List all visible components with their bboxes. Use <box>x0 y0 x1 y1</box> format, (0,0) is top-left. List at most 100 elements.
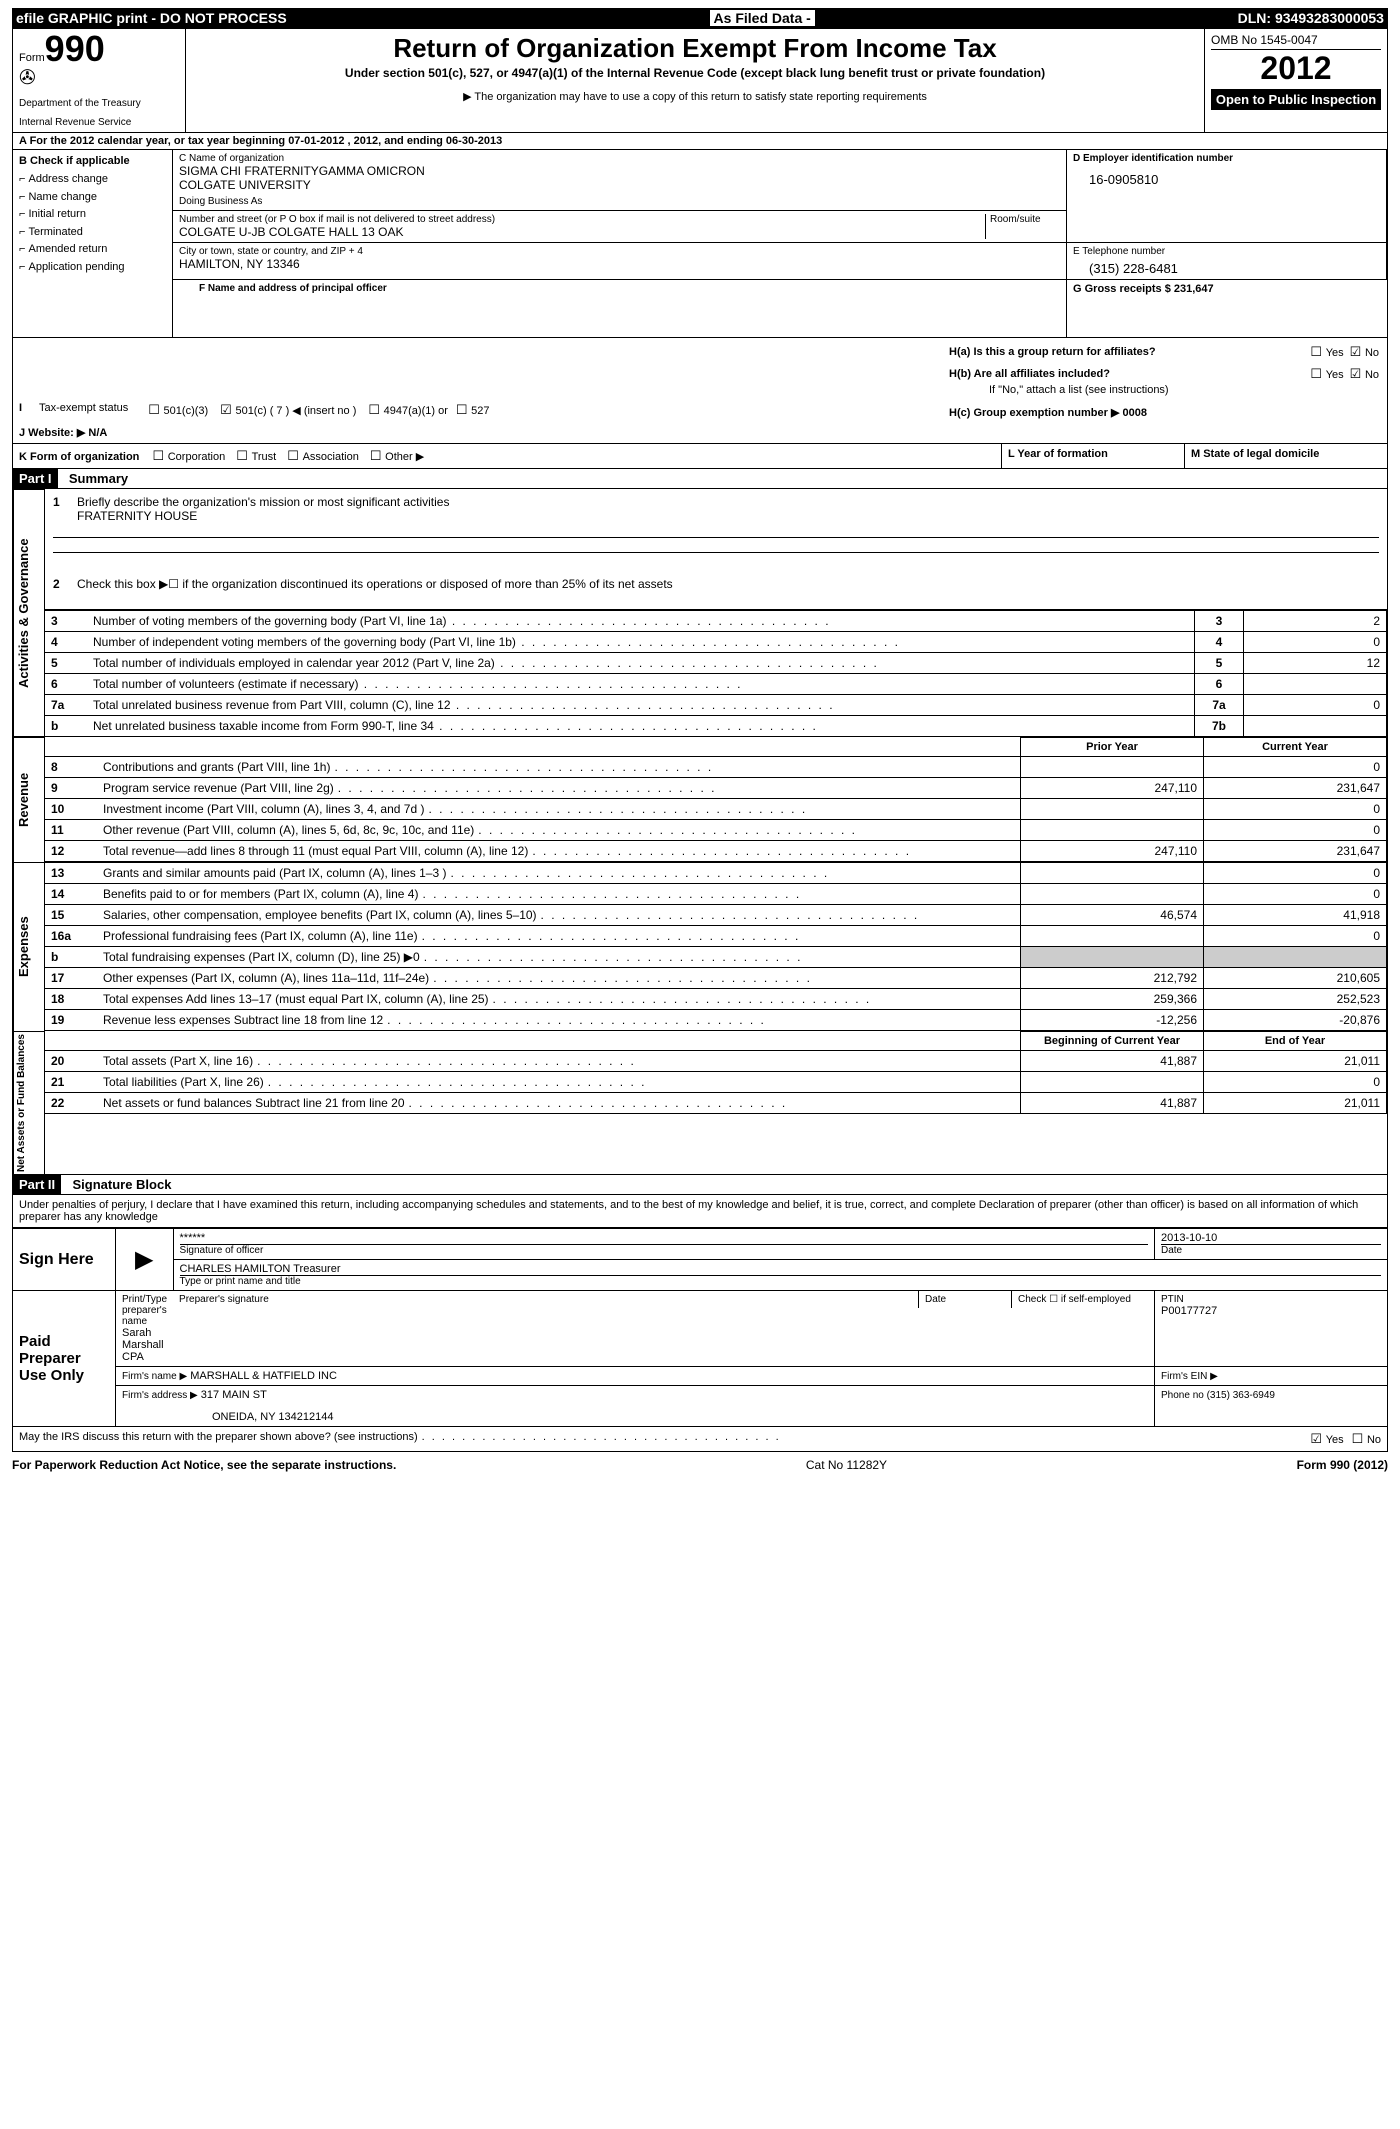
vlabel-activities: Activities & Governance <box>13 489 45 737</box>
cb-527[interactable]: 527 <box>456 402 490 418</box>
sign-arrow-icon: ▶ <box>116 1229 174 1291</box>
line-l: L Year of formation <box>1008 448 1108 460</box>
room-label: Room/suite <box>990 214 1060 225</box>
hb-yes[interactable]: Yes <box>1310 366 1343 382</box>
table-row: 13Grants and similar amounts paid (Part … <box>45 863 1387 884</box>
cb-name-change[interactable]: Name change <box>19 189 166 207</box>
self-employed[interactable]: Check ☐ if self-employed <box>1018 1294 1148 1305</box>
cb-other[interactable]: Other ▶ <box>370 451 424 463</box>
ha-label: H(a) Is this a group return for affiliat… <box>949 346 1156 358</box>
hc-label: H(c) Group exemption number ▶ 0008 <box>949 407 1147 419</box>
form-header: Form990 ✇ Department of the Treasury Int… <box>12 28 1388 133</box>
ha-no[interactable]: No <box>1350 344 1379 360</box>
line-m: M State of legal domicile <box>1191 448 1319 460</box>
ptin-label: PTIN <box>1161 1294 1381 1305</box>
col-begin: Beginning of Current Year <box>1021 1032 1204 1051</box>
governance-table: 3Number of voting members of the governi… <box>45 610 1387 737</box>
cb-amended-return[interactable]: Amended return <box>19 241 166 259</box>
vlabel-net: Net Assets or Fund Balances <box>13 1031 45 1174</box>
line-i: Tax-exempt status <box>39 402 128 418</box>
reporting-notice: ▶ The organization may have to use a cop… <box>192 90 1198 103</box>
ha-yes[interactable]: Yes <box>1310 344 1343 360</box>
tax-year: 2012 <box>1211 50 1381 87</box>
date-label: Date <box>1161 1244 1381 1256</box>
col-current: Current Year <box>1204 738 1387 757</box>
cb-4947[interactable]: 4947(a)(1) or <box>368 402 447 418</box>
top-bar: efile GRAPHIC print - DO NOT PROCESS As … <box>12 8 1388 28</box>
firm-addr2: ONEIDA, NY 134212144 <box>212 1411 1148 1423</box>
hb-no[interactable]: No <box>1350 366 1379 382</box>
cb-application-pending[interactable]: Application pending <box>19 259 166 277</box>
cb-assoc[interactable]: Association <box>287 451 359 463</box>
table-row: 14Benefits paid to or for members (Part … <box>45 884 1387 905</box>
vlabel-revenue: Revenue <box>13 737 45 862</box>
phone-label: E Telephone number <box>1073 246 1380 257</box>
street-label: Number and street (or P O box if mail is… <box>179 214 981 225</box>
cb-address-change[interactable]: Address change <box>19 171 166 189</box>
officer-type-label: Type or print name and title <box>180 1275 1381 1287</box>
firm-addr-label: Firm's address ▶ <box>122 1390 198 1401</box>
netassets-section: Net Assets or Fund Balances Beginning of… <box>12 1031 1388 1175</box>
discuss-yes[interactable]: Yes <box>1310 1431 1343 1447</box>
org-name-1: SIGMA CHI FRATERNITYGAMMA OMICRON <box>179 164 1060 178</box>
topbar-left: efile GRAPHIC print - DO NOT PROCESS <box>16 10 287 26</box>
table-row: 3Number of voting members of the governi… <box>45 611 1387 632</box>
officer-label: F Name and address of principal officer <box>179 283 1060 294</box>
part1-name: Summary <box>61 471 128 486</box>
firm-ein-label: Firm's EIN ▶ <box>1161 1371 1218 1382</box>
perjury-statement: Under penalties of perjury, I declare th… <box>12 1195 1388 1228</box>
footer-right: Form 990 (2012) <box>1297 1458 1388 1472</box>
signature-table: Sign Here ▶ ****** Signature of officer … <box>12 1228 1388 1427</box>
sig-date: 2013-10-10 <box>1161 1232 1381 1244</box>
omb-number: OMB No 1545-0047 <box>1211 33 1381 50</box>
q1-label: Briefly describe the organization's miss… <box>77 495 449 509</box>
expenses-table: 13Grants and similar amounts paid (Part … <box>45 862 1387 1031</box>
table-row: bNet unrelated business taxable income f… <box>45 716 1387 737</box>
gross-receipts: G Gross receipts $ 231,647 <box>1073 283 1381 295</box>
line-j: J Website: ▶ N/A <box>19 427 107 439</box>
c-name-label: C Name of organization <box>179 153 1060 164</box>
table-row: 20Total assets (Part X, line 16)41,88721… <box>45 1051 1387 1072</box>
table-row: 4Number of independent voting members of… <box>45 632 1387 653</box>
prep-sig-label: Preparer's signature <box>179 1294 912 1305</box>
part2-name: Signature Block <box>64 1177 171 1192</box>
sign-here-label: Sign Here <box>13 1229 116 1291</box>
prep-date-label: Date <box>925 1294 1005 1305</box>
cb-trust[interactable]: Trust <box>236 451 276 463</box>
city-value: HAMILTON, NY 13346 <box>179 257 1060 271</box>
sig-label: Signature of officer <box>180 1244 1148 1256</box>
dba-label: Doing Business As <box>179 196 1060 207</box>
dept-treasury: Department of the Treasury <box>19 98 179 109</box>
section-a-tax-year: A For the 2012 calendar year, or tax yea… <box>12 133 1388 150</box>
table-row: 21Total liabilities (Part X, line 26)0 <box>45 1072 1387 1093</box>
discuss-no[interactable]: No <box>1352 1431 1381 1447</box>
cb-initial-return[interactable]: Initial return <box>19 206 166 224</box>
topbar-mid: As Filed Data - <box>710 10 815 26</box>
ein-label: D Employer identification number <box>1073 153 1380 164</box>
form-number: 990 <box>45 28 105 69</box>
part2-label: Part II <box>13 1175 61 1194</box>
cb-terminated[interactable]: Terminated <box>19 224 166 242</box>
table-row: 15Salaries, other compensation, employee… <box>45 905 1387 926</box>
q2-label: Check this box ▶☐ if the organization di… <box>77 577 673 591</box>
part2-header: Part II Signature Block <box>12 1175 1388 1195</box>
col-end: End of Year <box>1204 1032 1387 1051</box>
vlabel-expenses: Expenses <box>13 862 45 1031</box>
hb-note: If "No," attach a list (see instructions… <box>989 384 1379 396</box>
footer-left: For Paperwork Reduction Act Notice, see … <box>12 1458 396 1472</box>
sig-mask: ****** <box>180 1232 1148 1244</box>
table-row: 19Revenue less expenses Subtract line 18… <box>45 1010 1387 1031</box>
cb-501c[interactable]: 501(c) ( 7 ) ◀ (insert no ) <box>220 402 356 418</box>
table-row: 5Total number of individuals employed in… <box>45 653 1387 674</box>
cb-corp[interactable]: Corporation <box>152 451 225 463</box>
public-inspection: Open to Public Inspection <box>1211 89 1381 110</box>
form-subtitle: Under section 501(c), 527, or 4947(a)(1)… <box>192 66 1198 80</box>
topbar-right: DLN: 93493283000053 <box>1238 10 1384 26</box>
discuss-row: May the IRS discuss this return with the… <box>12 1427 1388 1452</box>
firm-name: MARSHALL & HATFIELD INC <box>190 1370 337 1382</box>
prep-name-label: Print/Type preparer's name <box>122 1294 167 1327</box>
org-name-2: COLGATE UNIVERSITY <box>179 178 1060 192</box>
firm-name-label: Firm's name ▶ <box>122 1371 187 1382</box>
cb-501c3[interactable]: 501(c)(3) <box>148 402 208 418</box>
page-footer: For Paperwork Reduction Act Notice, see … <box>12 1452 1388 1478</box>
